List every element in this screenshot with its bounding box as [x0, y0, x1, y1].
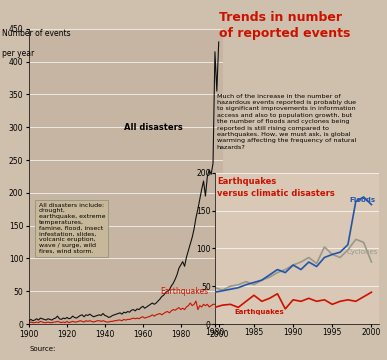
Text: versus climatic disasters: versus climatic disasters	[217, 189, 335, 198]
Text: Number of events: Number of events	[2, 29, 70, 38]
Text: All disasters: All disasters	[124, 123, 183, 132]
Text: Much of the increase in the number of
hazardous events reported is probably due
: Much of the increase in the number of ha…	[217, 94, 356, 150]
Text: Source:: Source:	[29, 346, 55, 352]
Text: Floods: Floods	[349, 197, 376, 203]
Text: Trends in number
of reported events: Trends in number of reported events	[219, 11, 350, 40]
Text: Earthquakes: Earthquakes	[160, 288, 208, 297]
Text: Cyclones: Cyclones	[346, 249, 378, 256]
Text: All disasters include:
drought,
earthquake, extreme
temperatures,
famine, flood,: All disasters include: drought, earthqua…	[39, 203, 105, 254]
Text: per year: per year	[2, 49, 34, 58]
Text: Earthquakes: Earthquakes	[235, 309, 284, 315]
Text: Earthquakes: Earthquakes	[217, 176, 276, 186]
